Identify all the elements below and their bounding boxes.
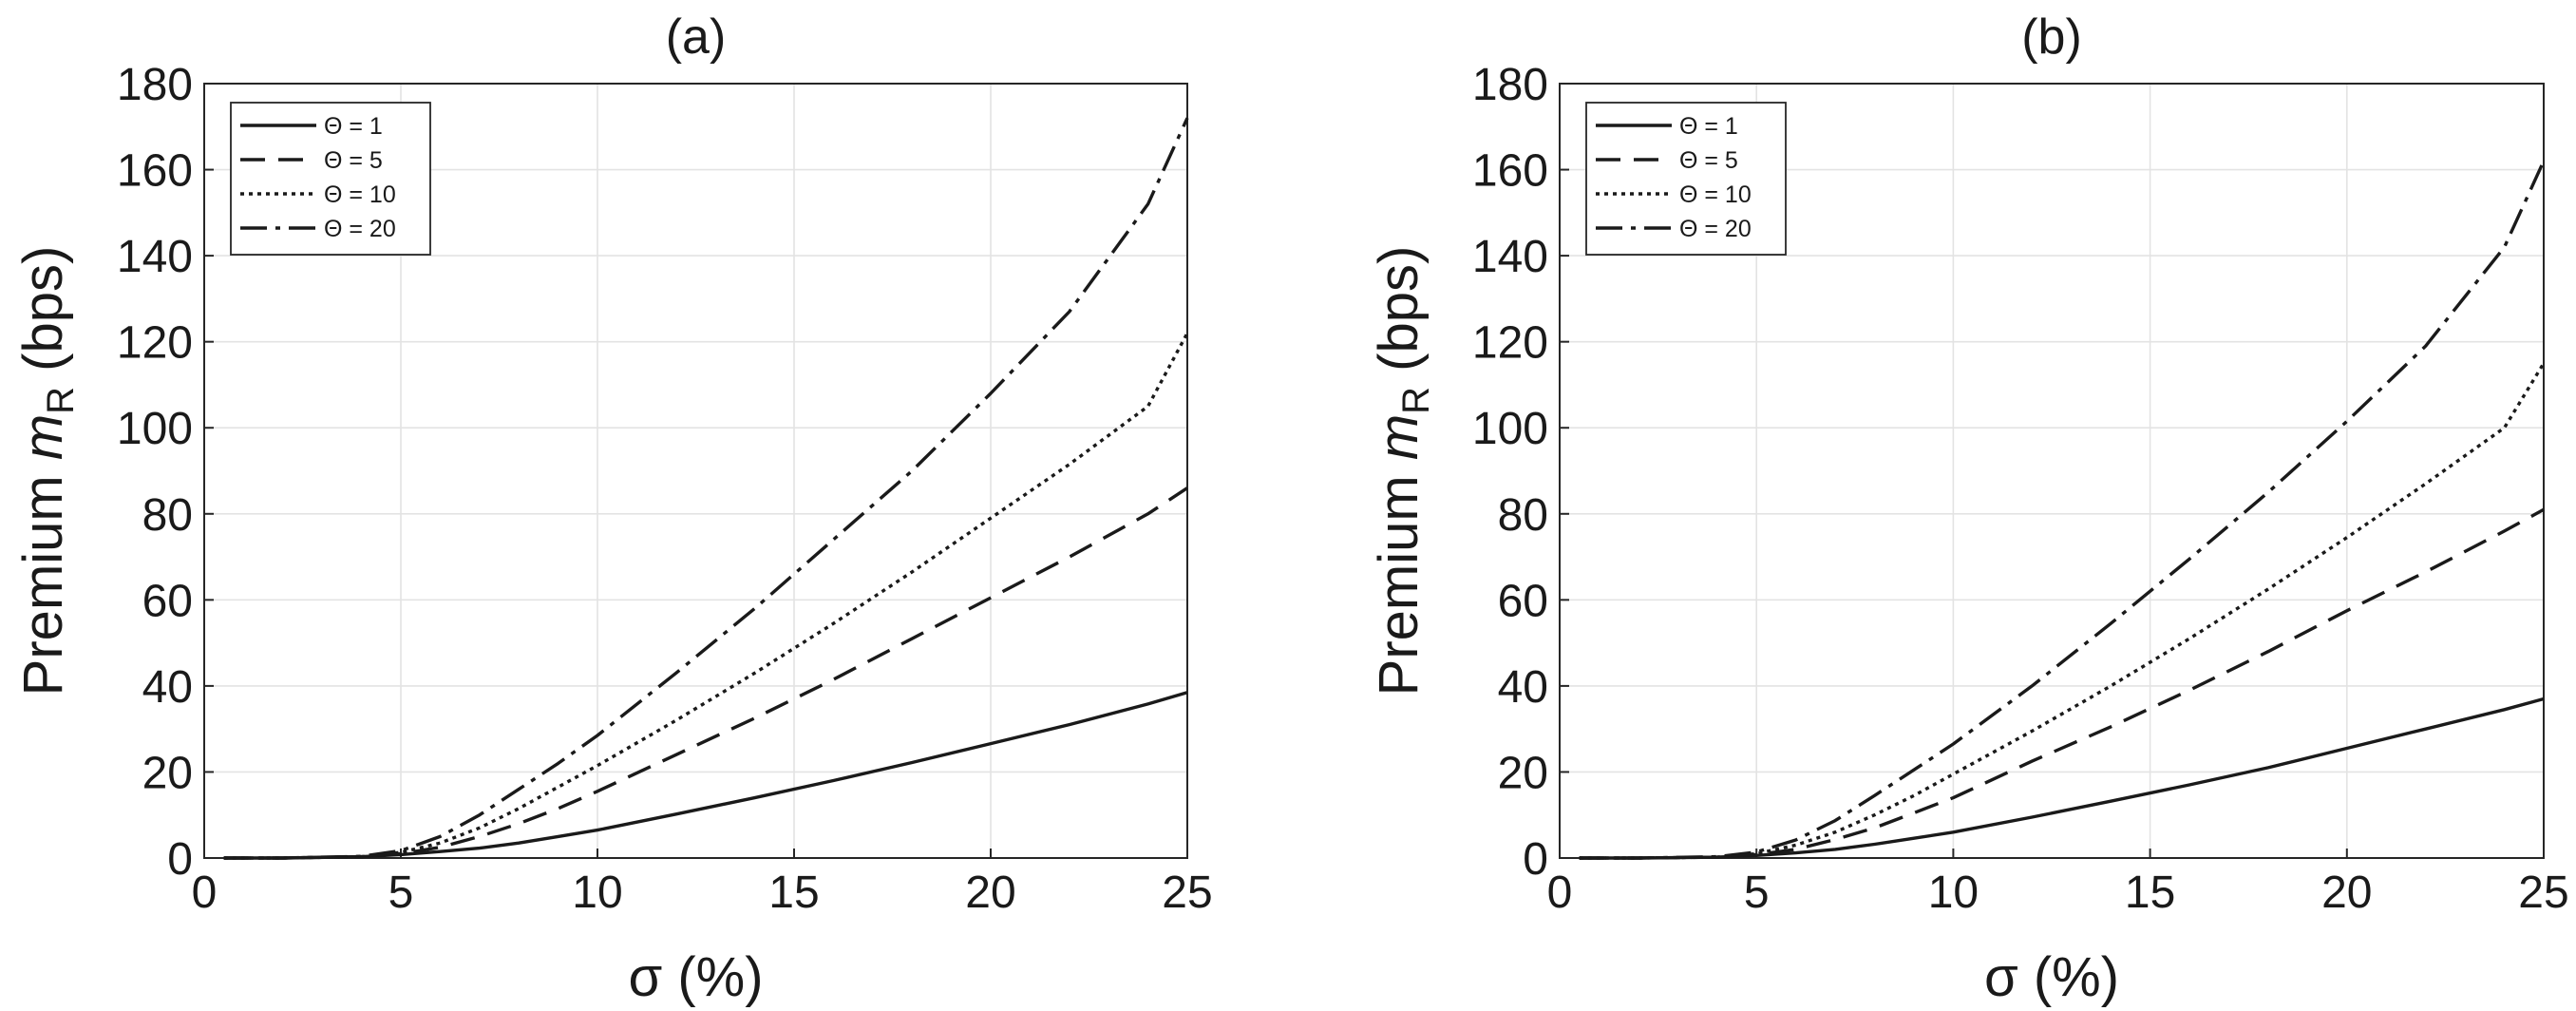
- chart-a-y-tick-label: 160: [117, 146, 193, 197]
- chart-b-series-dashed: [1579, 507, 2545, 860]
- chart-b-series-solid: [1579, 696, 2545, 860]
- chart-b-y-tick-label: 140: [1472, 232, 1548, 282]
- chart-b-legend-label: Θ = 20: [1679, 216, 1752, 242]
- chart-a-legend-label: Θ = 5: [324, 147, 383, 174]
- chart-b-legend-label: Θ = 10: [1679, 181, 1752, 208]
- chart-b: 0 5 10 15 20 25 0 20 40 60 80 100 120 140 160 180 (b) σ (…: [1368, 10, 2569, 1008]
- chart-a-series-dashdot: [223, 117, 1189, 860]
- chart-a-x-tick-label: 25: [1162, 868, 1212, 918]
- chart-a-x-tick-label: 15: [768, 868, 819, 918]
- chart-b-y-axis-label-subscript: R: [1395, 387, 1437, 414]
- chart-b-legend: Θ = 1 Θ = 5 Θ = 10 Θ = 20: [1585, 102, 1787, 256]
- chart-a-y-tick-label: 140: [117, 232, 193, 282]
- chart-b-y-axis-label: Premium mR (bps): [1368, 246, 1437, 696]
- chart-b-x-tick-label: 0: [1547, 868, 1573, 918]
- chart-a-y-axis-label-suffix: (bps): [12, 246, 74, 387]
- chart-a-y-axis-label-subscript: R: [40, 387, 82, 414]
- chart-a-axes-box: [203, 83, 1188, 859]
- chart-b-y-tick-label: 0: [1523, 834, 1548, 885]
- chart-b-y-tick-label: 100: [1472, 404, 1548, 454]
- chart-b-series-dashdot: [1579, 160, 2546, 860]
- chart-a-y-tick-label: 80: [142, 490, 193, 541]
- chart-b-y-tick-label: 80: [1498, 490, 1548, 541]
- chart-b-y-tick-label: 120: [1472, 318, 1548, 369]
- chart-b-y-tick-label: 60: [1498, 576, 1548, 626]
- chart-a-x-tick-label: 0: [192, 868, 218, 918]
- chart-a-title: (a): [666, 10, 727, 65]
- chart-a-y-tick-label: 180: [117, 60, 193, 110]
- chart-b-y-axis-label-suffix: (bps): [1368, 246, 1430, 387]
- chart-a-x-axis-label: σ (%): [628, 946, 763, 1008]
- chart-a-legend: Θ = 1 Θ = 5 Θ = 10 Θ = 20: [230, 102, 431, 256]
- chart-b-series-dotted: [1579, 362, 2546, 860]
- chart-b-y-tick-label: 40: [1498, 662, 1548, 713]
- chart-a-series-dotted: [223, 332, 1189, 860]
- chart-b-x-axis-label: σ (%): [1984, 946, 2119, 1008]
- chart-a-y-axis-label-prefix: Premium: [12, 460, 74, 696]
- chart-a-legend-label: Θ = 1: [324, 113, 383, 140]
- chart-b-y-tick-label: 180: [1472, 60, 1548, 110]
- chart-b-legend-label: Θ = 5: [1679, 147, 1738, 174]
- chart-b-x-tick-label: 20: [2321, 868, 2372, 918]
- chart-a-x-tick-label: 5: [388, 868, 414, 918]
- chart-a-series-dashed: [223, 486, 1188, 860]
- chart-a-y-axis-label: Premium mR (bps): [12, 246, 82, 696]
- chart-b-x-tick-label: 10: [1928, 868, 1979, 918]
- chart-a-y-tick-label: 60: [142, 576, 193, 626]
- chart-b-y-axis-label-symbol: m: [1368, 414, 1430, 460]
- chart-a-y-axis-label-symbol: m: [12, 414, 74, 460]
- chart-a-y-tick-label: 20: [142, 748, 193, 798]
- chart-a-x-tick-label: 10: [572, 868, 622, 918]
- chart-b-legend-label: Θ = 1: [1679, 113, 1738, 140]
- chart-b-y-axis-label-prefix: Premium: [1368, 460, 1430, 696]
- chart-a-legend-label: Θ = 20: [324, 216, 396, 242]
- chart-b-y-tick-label: 20: [1498, 748, 1548, 798]
- chart-b-x-tick-label: 25: [2518, 868, 2568, 918]
- chart-a-y-tick-label: 40: [142, 662, 193, 713]
- chart-a-series-solid: [223, 691, 1188, 860]
- chart-a-y-tick-label: 120: [117, 318, 193, 369]
- chart-a-x-tick-label: 20: [965, 868, 1015, 918]
- chart-b-y-tick-label: 160: [1472, 146, 1548, 197]
- chart-a-y-tick-label: 0: [167, 834, 193, 885]
- chart-b-axes-box: [1559, 83, 2545, 859]
- chart-a: 0 5 10 15 20 25 0 20 40 60 80 100 120 140 160 180 (a) σ (…: [12, 10, 1213, 1008]
- chart-b-x-tick-label: 15: [2125, 868, 2175, 918]
- chart-b-x-tick-label: 5: [1744, 868, 1770, 918]
- chart-a-legend-label: Θ = 10: [324, 181, 396, 208]
- chart-b-title: (b): [2021, 10, 2082, 65]
- chart-a-y-tick-label: 100: [117, 404, 193, 454]
